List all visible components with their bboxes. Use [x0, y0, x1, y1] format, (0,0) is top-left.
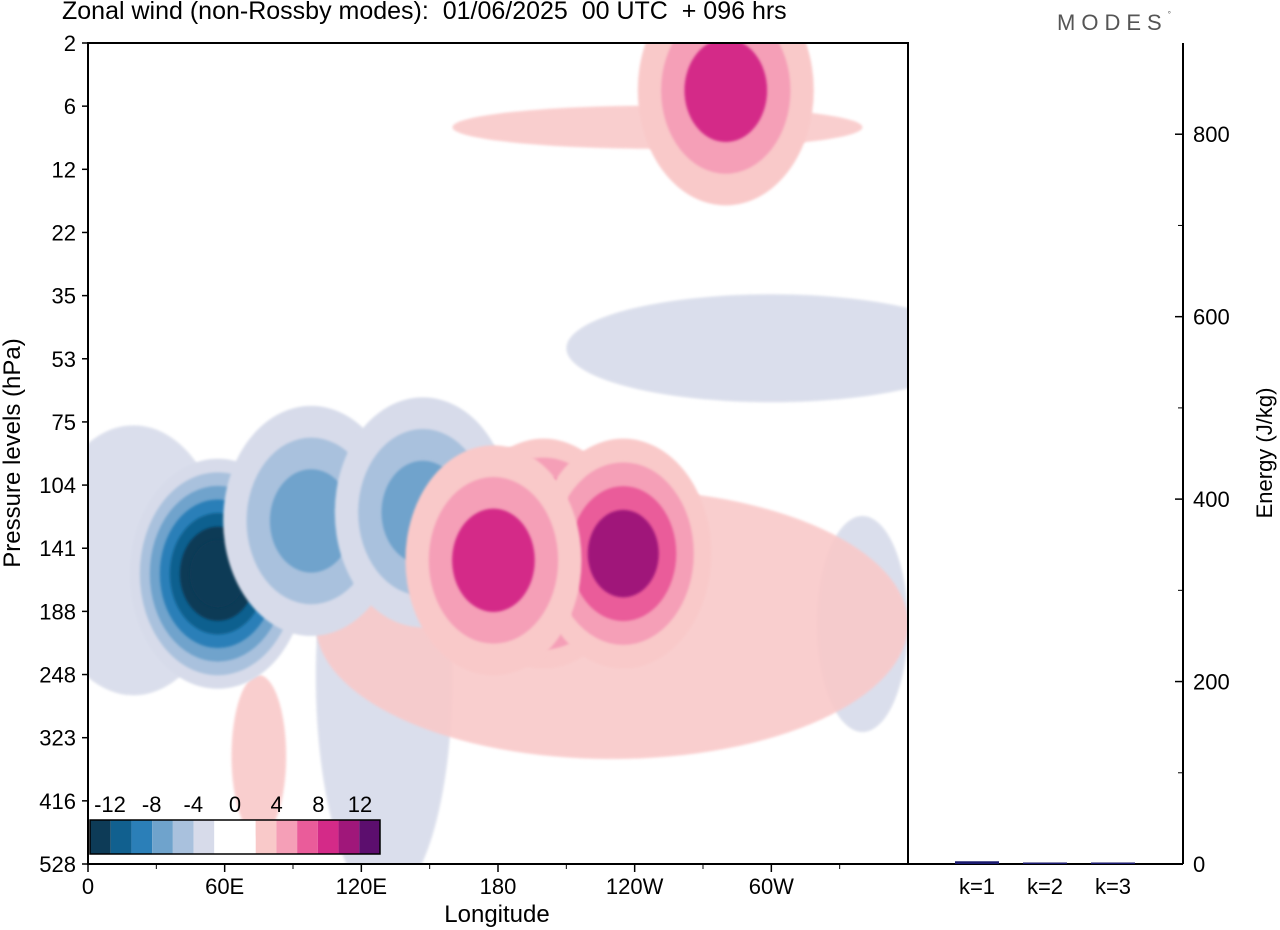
- energy-tick-label: 400: [1193, 487, 1230, 512]
- energy-category-label: k=3: [1095, 874, 1131, 899]
- colorbar-swatch: [338, 820, 360, 854]
- y-tick-label: 141: [39, 536, 76, 561]
- colorbar-label: 0: [229, 792, 241, 817]
- x-tick-label: 120W: [606, 874, 664, 899]
- colorbar-swatch: [110, 820, 132, 854]
- y-tick-label: 53: [52, 347, 76, 372]
- y-tick-label: 12: [52, 157, 76, 182]
- y-tick-label: 6: [64, 94, 76, 119]
- x-axis-label: Longitude: [444, 901, 549, 928]
- colorbar-label: -12: [94, 792, 126, 817]
- colorbar: -12 -8 -4 0 4 8 12: [89, 792, 381, 855]
- colorbar-swatch: [193, 820, 215, 854]
- field-contour: [684, 43, 768, 143]
- heatmap-field: [88, 43, 908, 864]
- field-feature-4: [535, 438, 712, 669]
- colorbar-label: -4: [184, 792, 204, 817]
- colorbar-swatch: [297, 820, 318, 854]
- y-tick-label: 528: [39, 852, 76, 877]
- y-axis: 2 6 12 22 35 53 75 104 141 188 248 323 416 528: [39, 31, 88, 877]
- x-tick-label: 0: [82, 874, 94, 899]
- brand-logo: MODES°: [1057, 10, 1171, 35]
- energy-bar: [955, 861, 999, 864]
- colorbar-swatch: [276, 820, 298, 854]
- colorbar-label: 12: [348, 792, 372, 817]
- colorbar-swatch: [131, 820, 153, 854]
- y-tick-label: 2: [64, 31, 76, 56]
- energy-bar-chart: 0 200 400 600 800 k=1 k=2 k=3: [955, 122, 1230, 899]
- field-band-2: [566, 294, 908, 403]
- chart-title: Zonal wind (non-Rossby modes): 01/06/202…: [62, 0, 787, 25]
- colorbar-swatch: [317, 820, 339, 854]
- energy-axis-label: Energy (J/kg): [1252, 388, 1277, 519]
- energy-category-label: k=2: [1027, 874, 1063, 899]
- x-tick-label: 60E: [205, 874, 244, 899]
- colorbar-swatch: [214, 820, 235, 854]
- y-tick-label: 416: [39, 789, 76, 814]
- colorbar-swatch: [255, 820, 277, 854]
- energy-tick-label: 200: [1193, 670, 1230, 695]
- colorbar-frame: [89, 819, 381, 855]
- x-tick-label: 180: [480, 874, 517, 899]
- field-feature-6: [637, 43, 814, 206]
- x-axis: 0 60E 120E 180 120W 60W: [82, 864, 841, 899]
- x-tick-label: 120E: [336, 874, 387, 899]
- colorbar-swatch: [152, 820, 173, 854]
- y-tick-label: 248: [39, 663, 76, 688]
- brand-text: MODES: [1057, 10, 1168, 35]
- y-tick-label: 323: [39, 726, 76, 751]
- energy-tick-label: 800: [1193, 122, 1230, 147]
- colorbar-label: 8: [312, 792, 324, 817]
- field-feature-5: [405, 445, 582, 676]
- field-contour: [452, 508, 535, 612]
- y-tick-label: 22: [52, 220, 76, 245]
- colorbar-label: 4: [271, 792, 283, 817]
- y-tick-label: 188: [39, 599, 76, 624]
- energy-category-label: k=1: [959, 874, 995, 899]
- colorbar-swatch: [359, 820, 380, 854]
- colorbar-swatch: [90, 820, 111, 854]
- energy-tick-label: 600: [1193, 305, 1230, 330]
- y-tick-label: 75: [52, 410, 76, 435]
- y-axis-label: Pressure levels (hPa): [0, 338, 26, 567]
- field-band-5: [231, 675, 287, 838]
- colorbar-swatch: [235, 820, 256, 854]
- energy-tick-label: 0: [1193, 852, 1205, 877]
- energy-bar: [1023, 862, 1067, 864]
- field-contour: [269, 469, 353, 573]
- colorbar-label: -8: [142, 792, 162, 817]
- field-contour: [587, 509, 659, 598]
- x-tick-label: 60W: [749, 874, 794, 899]
- y-tick-label: 104: [39, 473, 76, 498]
- y-tick-label: 35: [52, 284, 76, 309]
- colorbar-swatch: [172, 820, 194, 854]
- energy-bar: [1091, 862, 1135, 864]
